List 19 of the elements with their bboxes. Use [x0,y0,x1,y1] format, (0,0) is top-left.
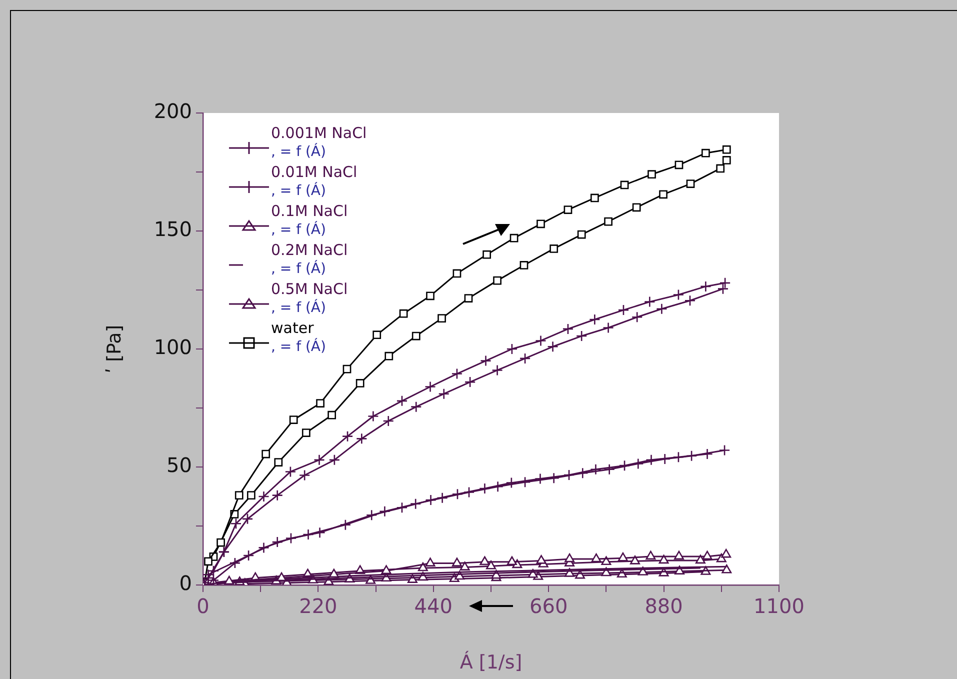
y-tick-label: 150 [154,217,192,242]
x-tick-label: 440 [414,594,452,618]
legend-label: 0.1M NaCl , = f (Á) [271,202,348,240]
x-tick-label: 660 [530,594,568,618]
y-tick-label: 0 [179,571,192,596]
y-tick-label: 50 [166,453,192,478]
legend-label: water , = f (Á) [271,319,326,357]
y-tick-label: 200 [154,99,192,124]
x-tick-label: 0 [196,594,210,618]
legend-label: 0.2M NaCl , = f (Á) [271,241,348,279]
y-axis-title: ʹ [Pa] [103,324,126,374]
x-axis-title: Á [1/s] [460,650,522,674]
legend-label: 0.5M NaCl , = f (Á) [271,280,348,318]
x-tick-label: 220 [299,594,338,618]
legend-label: 0.001M NaCl , = f (Á) [271,124,367,162]
y-tick-label: 100 [154,335,192,360]
x-tick-label: 880 [644,594,683,618]
legend-label: 0.01M NaCl , = f (Á) [271,163,358,201]
x-tick-label: 1100 [754,594,804,618]
